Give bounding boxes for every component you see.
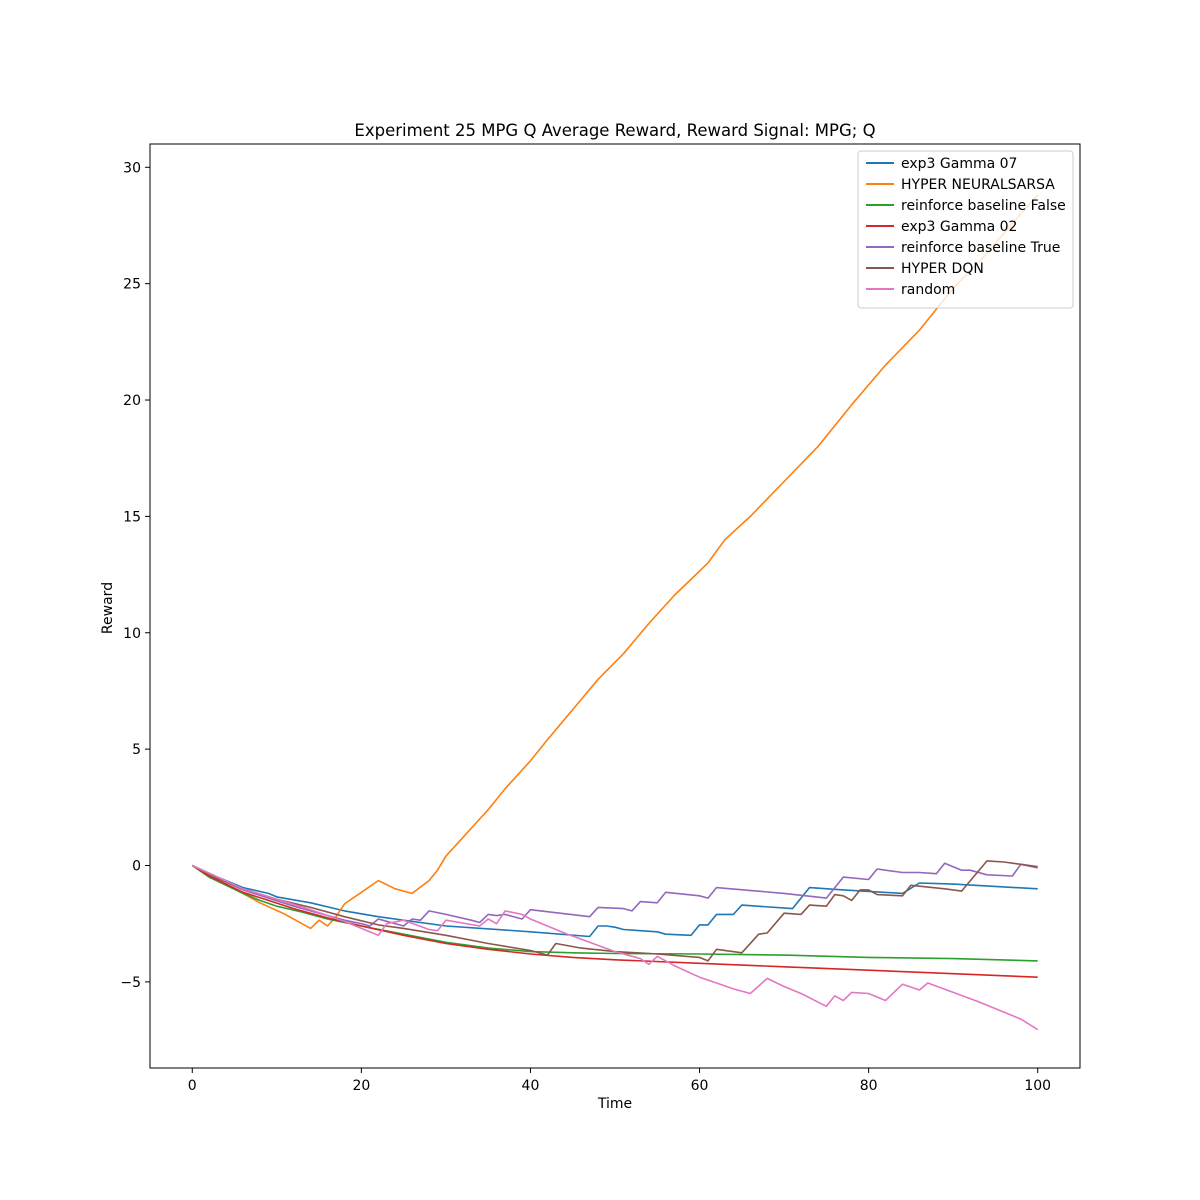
series-line-hyper-neuralsarsa — [191, 194, 1039, 930]
series-line-exp3-gamma-07 — [191, 864, 1038, 938]
series-line-exp3-gamma-02 — [191, 864, 1038, 978]
y-tick-label: 0 — [132, 859, 141, 875]
y-axis-label: Reward — [100, 582, 116, 634]
x-tick-label: 20 — [352, 1078, 370, 1094]
legend-label: HYPER NEURALSARSA — [901, 177, 1055, 193]
plot-lines — [191, 194, 1039, 1031]
series-line-reinforce-baseline-false — [191, 864, 1038, 962]
y-tick-label: 5 — [132, 742, 141, 758]
x-tick-label: 80 — [860, 1078, 878, 1094]
series-line-reinforce-baseline-true — [191, 862, 1038, 927]
x-tick-label: 100 — [1024, 1078, 1051, 1094]
legend-label: exp3 Gamma 02 — [901, 219, 1017, 235]
x-tick-label: 60 — [691, 1078, 709, 1094]
y-tick-label: 30 — [123, 160, 141, 176]
legend-label: HYPER DQN — [901, 261, 984, 277]
x-axis-label: Time — [597, 1096, 632, 1112]
series-line-random — [191, 864, 1039, 1031]
x-tick-label: 0 — [188, 1078, 197, 1094]
series-line-hyper-dqn — [191, 860, 1038, 962]
x-axis: 0 20 40 60 80 100 — [188, 1068, 1051, 1094]
y-tick-label: 25 — [123, 277, 141, 293]
plot-frame — [149, 143, 1081, 1069]
legend-label: random — [901, 282, 955, 298]
y-tick-label: 15 — [123, 509, 141, 525]
chart-title: Experiment 25 MPG Q Average Reward, Rewa… — [354, 121, 875, 140]
y-tick-label: 20 — [123, 393, 141, 409]
y-tick-label: 10 — [123, 626, 141, 642]
y-axis: −5 0 5 10 15 20 25 30 — [120, 160, 150, 991]
legend-label: reinforce baseline True — [901, 240, 1060, 256]
y-tick-label: −5 — [120, 975, 141, 991]
legend-label: exp3 Gamma 07 — [901, 156, 1017, 172]
legend: exp3 Gamma 07 HYPER NEURALSARSA reinforce … — [857, 150, 1074, 309]
legend-label: reinforce baseline False — [901, 198, 1066, 214]
x-tick-label: 40 — [522, 1078, 540, 1094]
legend-box — [857, 150, 1074, 309]
